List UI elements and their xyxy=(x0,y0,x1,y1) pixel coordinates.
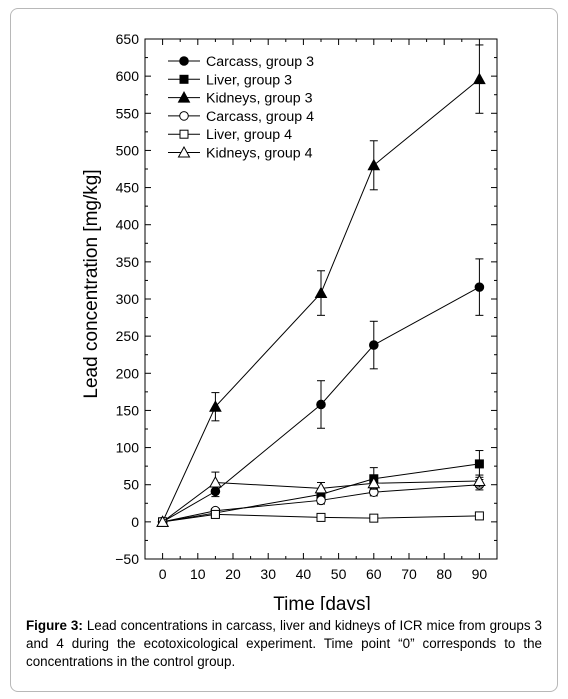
legend: Carcass, group 3 Liver, group 3 Kidneys, g… xyxy=(168,54,314,162)
y-tick-label: 100 xyxy=(116,440,140,456)
data-point xyxy=(209,475,222,488)
y-tick-label: 450 xyxy=(116,180,140,196)
legend-label: Carcass, group 4 xyxy=(206,109,314,125)
legend-label: Kidneys, group 3 xyxy=(206,91,313,107)
y-tick-label: 150 xyxy=(116,402,140,418)
y-tick-label: −50 xyxy=(115,551,139,567)
x-tick-label: 0 xyxy=(159,566,167,582)
series-layer xyxy=(156,44,486,527)
legend-label: Carcass, group 3 xyxy=(206,54,314,70)
y-tick-label: 350 xyxy=(116,254,140,270)
data-point xyxy=(314,286,328,299)
y-tick-label: 600 xyxy=(116,68,140,84)
series-5 xyxy=(158,509,484,527)
y-tick-label: 400 xyxy=(116,217,140,233)
legend-marker xyxy=(179,56,189,66)
y-tick-label: 550 xyxy=(116,105,140,121)
legend-entry: Kidneys, group 4 xyxy=(168,146,313,162)
legend-entry: Kidneys, group 3 xyxy=(168,91,313,107)
legend-marker xyxy=(177,91,191,103)
legend-marker xyxy=(179,111,189,121)
data-point xyxy=(209,400,222,412)
caption-label: Figure 3: xyxy=(26,618,83,633)
data-point xyxy=(367,158,381,171)
data-point xyxy=(473,474,486,486)
x-tick-label: 20 xyxy=(225,566,241,582)
data-point xyxy=(474,459,484,469)
y-tick-label: 500 xyxy=(116,142,140,158)
series-6 xyxy=(156,471,486,527)
data-point xyxy=(316,512,326,522)
y-tick-label: 200 xyxy=(116,365,140,381)
legend-entry: Liver, group 4 xyxy=(168,127,292,143)
legend-marker xyxy=(177,145,191,158)
x-tick-label: 10 xyxy=(190,566,206,582)
x-tick-label: 70 xyxy=(401,566,417,582)
y-tick-label: 50 xyxy=(123,477,139,493)
data-point xyxy=(474,282,485,292)
data-point xyxy=(473,72,486,85)
y-axis-label: Lead concentration [mg/kg] xyxy=(81,169,102,398)
x-tick-label: 30 xyxy=(260,566,276,582)
legend-entry: Liver, group 3 xyxy=(168,72,292,88)
y-tick-label: 250 xyxy=(116,328,140,344)
data-point xyxy=(367,476,381,489)
x-tick-label: 90 xyxy=(472,566,488,582)
legend-entry: Carcass, group 4 xyxy=(168,109,314,125)
data-point xyxy=(474,511,484,521)
legend-marker xyxy=(179,74,189,84)
x-tick-label: 60 xyxy=(366,566,382,582)
data-point xyxy=(316,495,326,506)
caption-text: Lead concentrations in carcass, liver an… xyxy=(26,618,542,669)
legend-entry: Carcass, group 3 xyxy=(168,54,314,70)
data-point xyxy=(156,515,169,527)
x-tick-label: 80 xyxy=(436,566,452,582)
data-point xyxy=(316,399,326,410)
x-tick-label: 40 xyxy=(296,566,312,582)
legend-marker xyxy=(179,129,189,139)
x-tick-label: 50 xyxy=(331,566,347,582)
y-tick-label: 650 xyxy=(116,31,140,47)
legend-label: Liver, group 4 xyxy=(206,127,292,143)
data-point xyxy=(314,481,328,494)
figure-frame xyxy=(10,8,558,692)
data-point xyxy=(210,509,220,519)
y-tick-label: 300 xyxy=(116,291,140,307)
y-tick-label: 0 xyxy=(131,514,139,530)
data-point xyxy=(369,513,379,523)
legend-label: Kidneys, group 4 xyxy=(206,146,313,162)
figure-caption: Figure 3: Lead concentrations in carcass… xyxy=(26,617,542,671)
x-axis-label: Time [days] xyxy=(273,594,371,610)
lead-concentration-chart: 0 10 20 30 40 50 60 70 80 90 −50 0 50 100 150 200 250 300… xyxy=(81,31,498,610)
axes: 0 10 20 30 40 50 60 70 80 90 −50 0 50 100 150 200 250 300… xyxy=(115,31,497,582)
data-point xyxy=(369,340,379,350)
legend-label: Liver, group 3 xyxy=(206,72,292,88)
